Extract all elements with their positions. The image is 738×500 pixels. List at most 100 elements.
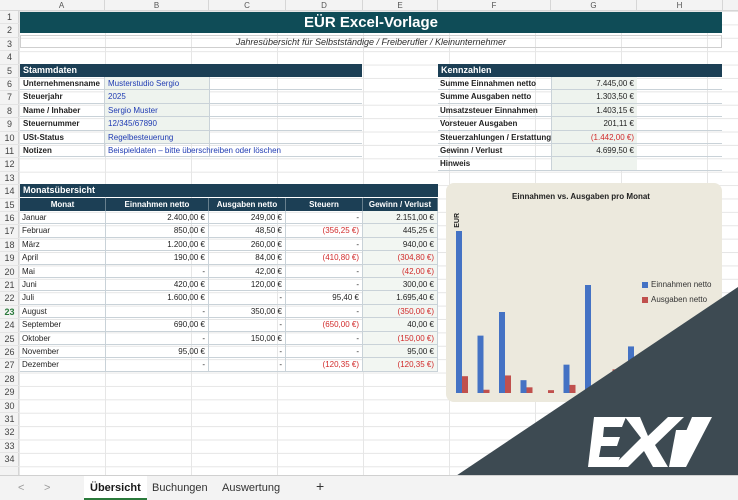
month-steuern[interactable]: (120,35 €) [286,358,363,371]
column-header-B[interactable]: B [105,0,209,11]
row-header[interactable]: 26 [0,346,19,360]
row-header[interactable]: 20 [0,266,19,279]
column-header-C[interactable]: C [209,0,286,11]
row-header[interactable]: 21 [0,279,19,293]
stammdaten-empty-cell[interactable] [209,77,362,90]
month-einnahmen[interactable]: 190,00 € [106,251,209,264]
month-ausgaben[interactable]: 120,00 € [209,278,286,291]
row-header[interactable]: 25 [0,333,19,346]
row-header[interactable]: 32 [0,426,19,440]
row-header[interactable]: 8 [0,105,19,119]
month-gewinn[interactable]: (350,00 €) [363,304,438,318]
stammdaten-value[interactable]: Regelbesteuerung [105,130,209,143]
month-ausgaben[interactable]: - [209,358,286,371]
row-header[interactable]: 33 [0,440,19,454]
bar-einnahmen[interactable] [671,386,677,393]
stammdaten-empty-cell[interactable] [209,103,362,117]
month-name[interactable]: Oktober [20,331,106,344]
column-header-D[interactable]: D [286,0,363,11]
bar-einnahmen[interactable] [585,285,591,393]
month-ausgaben[interactable]: 48,50 € [209,224,286,237]
month-gewinn[interactable]: 95,00 € [363,345,438,358]
month-gewinn[interactable]: (150,00 €) [363,331,438,344]
row-header[interactable]: 6 [0,78,19,92]
row-header[interactable]: 34 [0,453,19,467]
kennzahlen-value[interactable]: 7.445,00 € [551,77,637,90]
stammdaten-empty-cell[interactable] [209,144,362,157]
kennzahlen-value[interactable]: 4.699,50 € [551,144,637,157]
row-header[interactable]: 14 [0,185,19,199]
column-header-H[interactable]: H [637,0,723,11]
row-header[interactable]: 9 [0,118,19,132]
bar-ausgaben[interactable] [462,376,468,393]
month-steuern[interactable]: (650,00 €) [286,318,363,331]
month-name[interactable]: Februar [20,224,106,237]
month-einnahmen[interactable]: 95,00 € [106,345,209,358]
month-name[interactable]: September [20,318,106,331]
row-header[interactable]: 29 [0,386,19,400]
bar-einnahmen[interactable] [456,231,462,393]
month-steuern[interactable]: - [286,237,363,251]
row-header[interactable]: 18 [0,239,19,253]
month-name[interactable]: Juni [20,278,106,291]
month-name[interactable]: März [20,237,106,251]
month-steuern[interactable]: - [286,304,363,318]
row-header[interactable]: 5 [0,65,19,78]
bar-ausgaben[interactable] [569,384,576,393]
bar-ausgaben[interactable] [655,382,662,393]
bar-einnahmen[interactable] [477,335,484,393]
month-ausgaben[interactable]: 150,00 € [209,331,286,344]
bar-einnahmen[interactable] [563,364,570,393]
month-einnahmen[interactable]: 690,00 € [106,318,209,331]
row-header[interactable]: 13 [0,172,19,186]
month-ausgaben[interactable]: - [209,291,286,304]
tab-next-arrow-icon[interactable]: > [44,482,51,494]
month-steuern[interactable]: - [286,331,363,344]
month-steuern[interactable]: (410,80 €) [286,251,363,264]
month-gewinn[interactable]: 2.151,00 € [363,211,438,224]
row-header[interactable]: 28 [0,373,19,387]
kennzahlen-value[interactable]: (1.442,00 €) [551,130,637,143]
tab-buchungen[interactable]: Buchungen [152,482,208,494]
column-header-G[interactable]: G [551,0,637,11]
month-name[interactable]: November [20,345,106,358]
row-header[interactable]: 7 [0,91,19,105]
month-ausgaben[interactable]: 260,00 € [209,237,286,251]
row-header[interactable]: 17 [0,225,19,239]
bar-einnahmen[interactable] [499,312,505,393]
month-einnahmen[interactable]: 420,00 € [106,278,209,291]
stammdaten-empty-cell[interactable] [209,117,362,130]
bar-einnahmen[interactable] [520,380,527,393]
month-gewinn[interactable]: 1.695,40 € [363,291,438,304]
month-einnahmen[interactable]: 850,00 € [106,224,209,237]
month-gewinn[interactable]: (304,80 €) [363,251,438,264]
month-ausgaben[interactable]: 42,00 € [209,264,286,277]
month-einnahmen[interactable]: 1.600,00 € [106,291,209,304]
row-header[interactable]: 11 [0,145,19,159]
kennzahlen-value[interactable] [551,157,637,170]
month-name[interactable]: Juli [20,291,106,304]
month-einnahmen[interactable]: 2.400,00 € [106,211,209,224]
month-steuern[interactable]: - [286,264,363,277]
stammdaten-value[interactable]: Musterstudio Sergio [105,77,209,90]
tab-auswertung[interactable]: Auswertung [222,482,281,494]
kennzahlen-value[interactable]: 1.403,15 € [551,103,637,117]
column-header-F[interactable]: F [438,0,551,11]
row-header[interactable]: 23 [0,306,19,320]
bar-einnahmen[interactable] [628,346,634,393]
row-header[interactable]: 10 [0,132,19,145]
month-name[interactable]: Mai [20,264,106,277]
row-header[interactable]: 22 [0,292,19,306]
bar-ausgaben[interactable] [483,389,490,393]
tab-prev-arrow-icon[interactable]: < [18,482,25,494]
month-einnahmen[interactable]: - [106,358,209,371]
column-header-E[interactable]: E [363,0,438,11]
month-name[interactable]: April [20,251,106,264]
month-steuern[interactable]: - [286,278,363,291]
kennzahlen-value[interactable]: 1.303,50 € [551,90,637,103]
tab-uebersicht[interactable]: Übersicht [84,476,147,500]
row-header[interactable]: 4 [0,51,19,65]
month-gewinn[interactable]: 40,00 € [363,318,438,331]
month-gewinn[interactable]: (42,00 €) [363,264,438,277]
month-gewinn[interactable]: 940,00 € [363,237,438,251]
